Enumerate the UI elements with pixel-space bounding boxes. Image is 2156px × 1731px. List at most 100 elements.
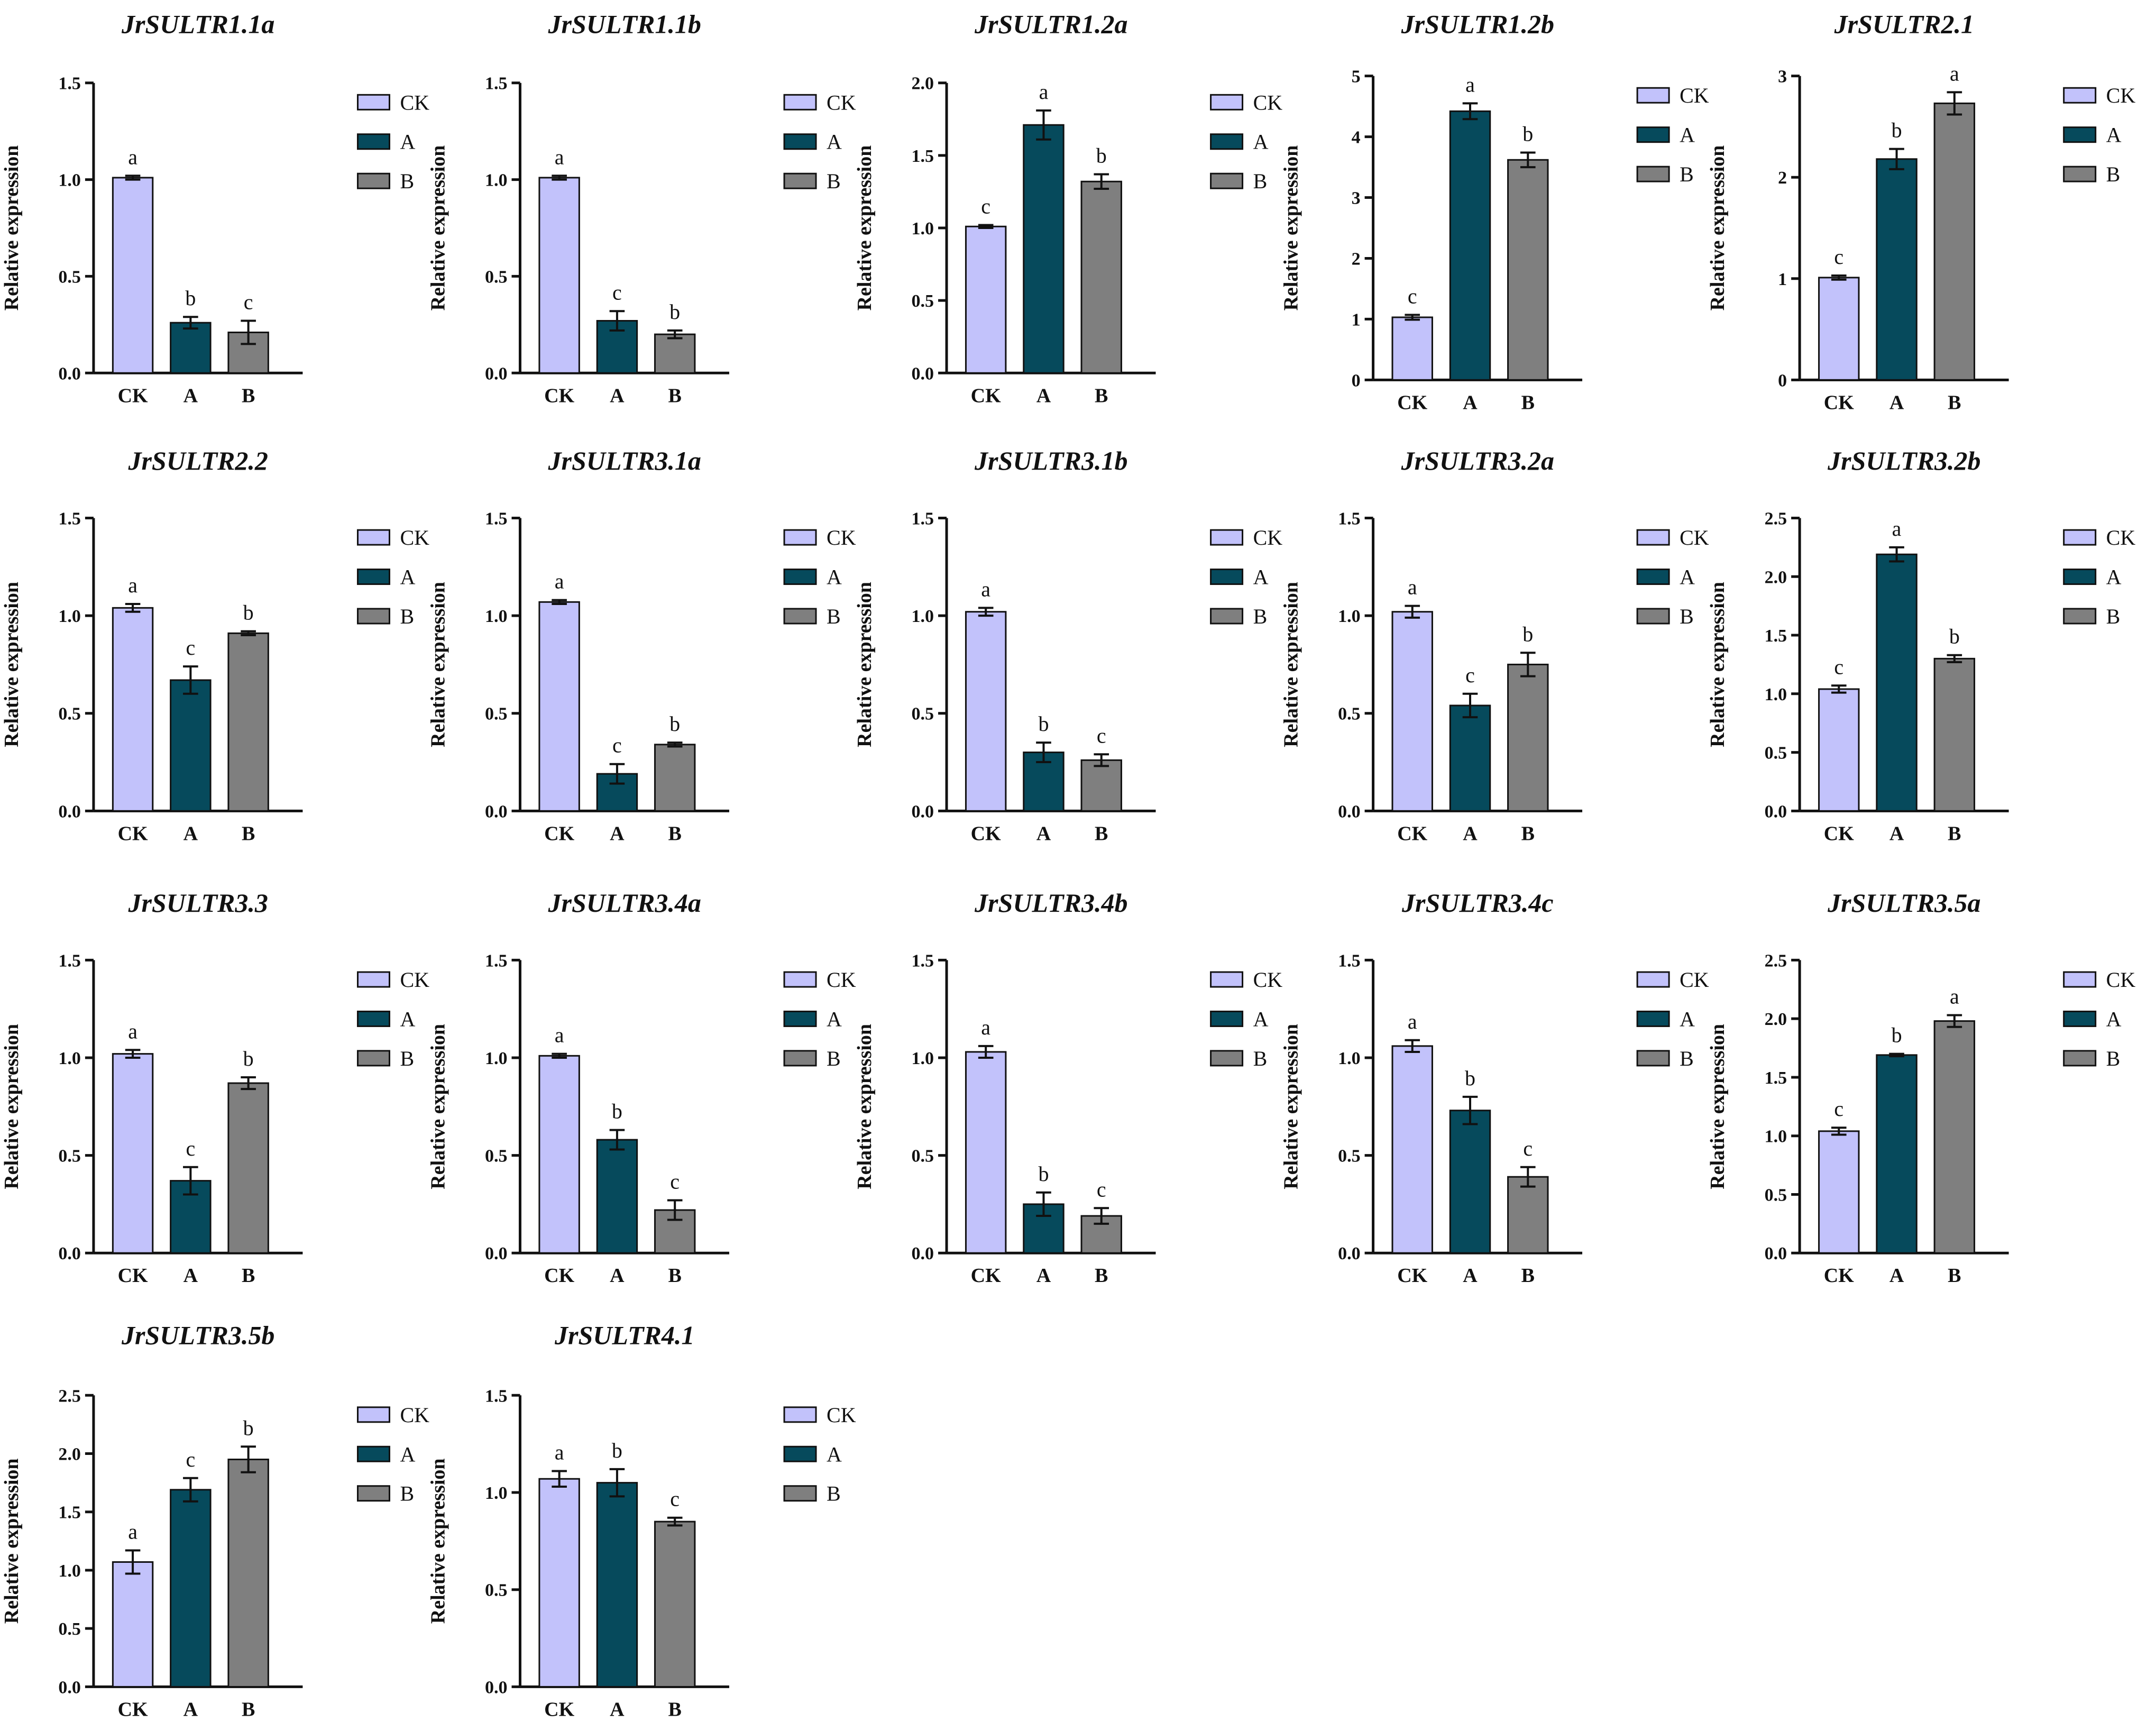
x-category-label: A [184, 384, 198, 407]
significance-letter: b [669, 712, 680, 736]
x-category-label: B [1521, 391, 1535, 414]
legend-label-ck: CK [400, 90, 429, 114]
legend-swatch-b [1210, 172, 1244, 189]
legend-label-ck: CK [2106, 968, 2136, 992]
y-tick-label: 0.5 [485, 1581, 508, 1600]
bar-b [1933, 657, 1976, 812]
chart-panel-7: JrSULTR3.1b Relative expression 0.0 0.5 1.0 1… [854, 446, 1282, 845]
significance-letter: a [1408, 1010, 1417, 1033]
legend-label-a: A [827, 1442, 842, 1466]
legend-label-b: B [1253, 605, 1268, 628]
significance-letter: a [128, 145, 137, 169]
legend-label-a: A [827, 1007, 842, 1031]
x-category-label: B [668, 384, 681, 407]
y-tick-label: 2 [1778, 168, 1787, 188]
y-tick-label: 3 [1352, 189, 1361, 208]
y-axis-label: Relative expression [1, 145, 23, 311]
y-tick-label: 2.0 [58, 1444, 81, 1464]
y-tick-label: 0.0 [485, 802, 508, 821]
significance-letter: b [1038, 1162, 1049, 1186]
y-tick-label: 1.5 [1765, 626, 1787, 646]
chart-title: JrSULTR3.2a [1401, 446, 1554, 475]
y-axis-label: Relative expression [1, 1024, 23, 1189]
bar-a [170, 679, 212, 812]
y-tick-label: 1.0 [485, 1483, 508, 1503]
chart-panel-2: JrSULTR1.2a Relative expression 0.0 0.5 1.0 1… [854, 10, 1282, 407]
y-tick-label: 0.0 [912, 1244, 934, 1263]
legend-label-b: B [827, 1047, 841, 1070]
x-category-label: A [1036, 1265, 1051, 1287]
chart-panel-1: JrSULTR1.1b Relative expression 0.0 0.5 1.0 1… [427, 10, 856, 407]
chart-title: JrSULTR3.5b [121, 1321, 274, 1350]
legend-swatch-a [783, 1010, 817, 1027]
bar-b [227, 1082, 269, 1254]
chart-title: JrSULTR4.1 [554, 1321, 694, 1350]
legend-swatch-a [1210, 133, 1244, 150]
x-category-label: B [242, 822, 255, 845]
significance-letter: a [555, 1023, 564, 1047]
bar-a [170, 322, 212, 374]
y-tick-label: 0.5 [912, 1147, 934, 1166]
x-category-label: A [610, 1265, 625, 1287]
y-tick-label: 2.5 [58, 1386, 81, 1406]
significance-letter: b [243, 1416, 254, 1440]
significance-letter: c [612, 280, 622, 304]
legend-label-a: A [1680, 1007, 1695, 1031]
significance-letter: c [186, 636, 195, 660]
y-tick-label: 0.5 [912, 704, 934, 724]
y-tick-label: 1.0 [485, 607, 508, 626]
legend-label-b: B [400, 169, 414, 193]
y-tick-label: 0.0 [58, 1244, 81, 1263]
x-category-label: CK [118, 822, 148, 845]
legend-swatch-a [2063, 1010, 2097, 1027]
legend-swatch-ck [1210, 94, 1244, 111]
legend-swatch-b [1210, 1050, 1244, 1067]
y-tick-label: 0.0 [485, 364, 508, 383]
significance-letter: a [1408, 575, 1417, 599]
legend-label-ck: CK [1253, 90, 1283, 114]
legend-swatch-a [783, 569, 817, 585]
chart-title: JrSULTR3.4b [974, 888, 1127, 918]
significance-letter: c [244, 290, 253, 314]
y-tick-label: 1.0 [1765, 1127, 1787, 1147]
x-category-label: A [184, 1265, 198, 1287]
legend-swatch-a [356, 1010, 390, 1027]
legend-swatch-b [783, 1050, 817, 1067]
y-tick-label: 1.5 [485, 509, 508, 529]
x-category-label: B [242, 1698, 255, 1720]
y-tick-label: 1.5 [912, 509, 934, 529]
y-tick-label: 0.5 [1765, 744, 1787, 763]
legend-swatch-a [2063, 569, 2097, 585]
y-tick-label: 0.5 [58, 704, 81, 724]
chart-panel-5: JrSULTR2.2 Relative expression 0.0 0.5 1.0 1.… [1, 446, 429, 845]
y-tick-label: 1.5 [1338, 951, 1361, 970]
y-axis-label: Relative expression [1707, 145, 1729, 311]
legend-swatch-ck [2063, 971, 2097, 988]
y-tick-label: 1 [1352, 310, 1361, 329]
y-tick-label: 2.5 [1765, 509, 1787, 529]
y-tick-label: 0.0 [912, 364, 934, 383]
legend-label-b: B [2106, 605, 2121, 628]
legend-swatch-ck [783, 1406, 817, 1423]
legend-swatch-b [783, 1485, 817, 1502]
x-category-label: B [1521, 1265, 1535, 1287]
y-tick-label: 1.5 [58, 74, 81, 94]
legend-label-a: A [1253, 1007, 1269, 1031]
x-category-label: CK [1824, 1265, 1854, 1287]
legend-swatch-b [1636, 1050, 1670, 1067]
legend-label-a: A [2106, 123, 2122, 147]
chart-title: JrSULTR1.1b [548, 10, 701, 39]
y-axis-label: Relative expression [1, 582, 23, 747]
legend-label-b: B [400, 1047, 414, 1070]
legend-label-b: B [827, 605, 841, 628]
x-category-label: CK [544, 822, 574, 845]
y-tick-label: 2.0 [1765, 1010, 1787, 1029]
x-category-label: A [184, 1698, 198, 1720]
y-tick-label: 0.5 [1338, 1147, 1361, 1166]
y-axis-label: Relative expression [427, 582, 449, 747]
significance-letter: a [981, 577, 990, 601]
x-category-label: B [1095, 822, 1108, 845]
x-category-label: B [242, 384, 255, 407]
legend-swatch-b [356, 1485, 390, 1502]
